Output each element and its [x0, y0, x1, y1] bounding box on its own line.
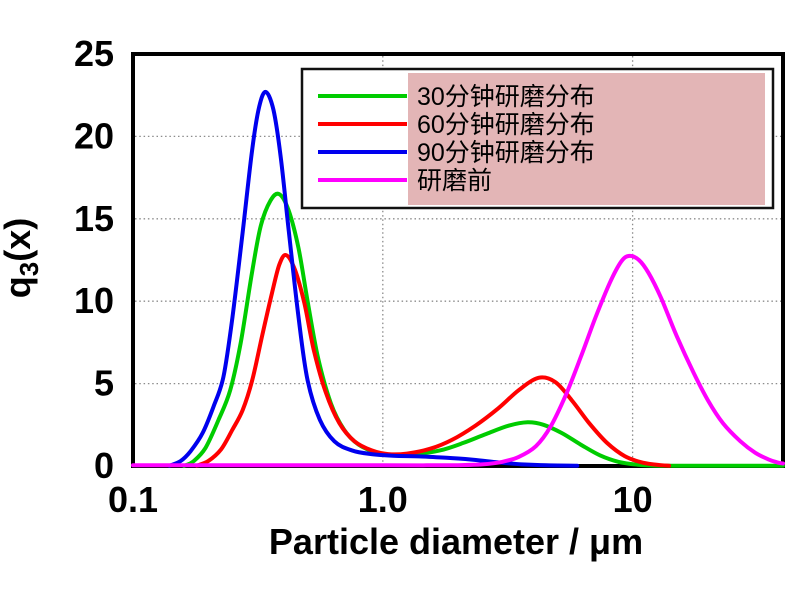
y-tick-label-5: 5	[94, 363, 114, 404]
y-tick-label-25: 25	[74, 33, 114, 74]
legend-label-curve-30min-grinding: 30分钟研磨分布	[417, 83, 595, 111]
tick-labels: 0.1 1.0 10 0 5 10 15 20 25	[74, 33, 653, 520]
curve-30min-grinding	[182, 191, 785, 468]
y-axis-title-rest: (x)	[0, 218, 38, 262]
legend-label-curve-90min-grinding: 90分钟研磨分布	[417, 139, 595, 167]
y-tick-label-10: 10	[74, 280, 114, 321]
y-axis-title-sub: 3	[14, 262, 44, 276]
curve-before-grinding	[131, 253, 785, 468]
x-tick-label-1.0: 1.0	[358, 479, 408, 520]
legend-highlight	[408, 73, 765, 205]
legend-label-curve-60min-grinding: 60分钟研磨分布	[417, 111, 595, 139]
y-tick-label-0: 0	[94, 445, 114, 486]
x-axis-title: Particle diameter / μm	[269, 521, 643, 562]
curve-60min-grinding	[194, 253, 672, 468]
legend-label-curve-before-grinding: 研磨前	[417, 167, 492, 195]
y-axis-title-base: q	[0, 276, 38, 298]
x-tick-label-0.1: 0.1	[108, 479, 158, 520]
y-tick-label-15: 15	[74, 198, 114, 239]
curves	[131, 89, 785, 468]
y-tick-label-20: 20	[74, 115, 114, 156]
curve-90min-grinding	[167, 89, 580, 468]
x-tick-label-10: 10	[613, 479, 653, 520]
y-axis-title: q3(x)	[0, 218, 44, 298]
